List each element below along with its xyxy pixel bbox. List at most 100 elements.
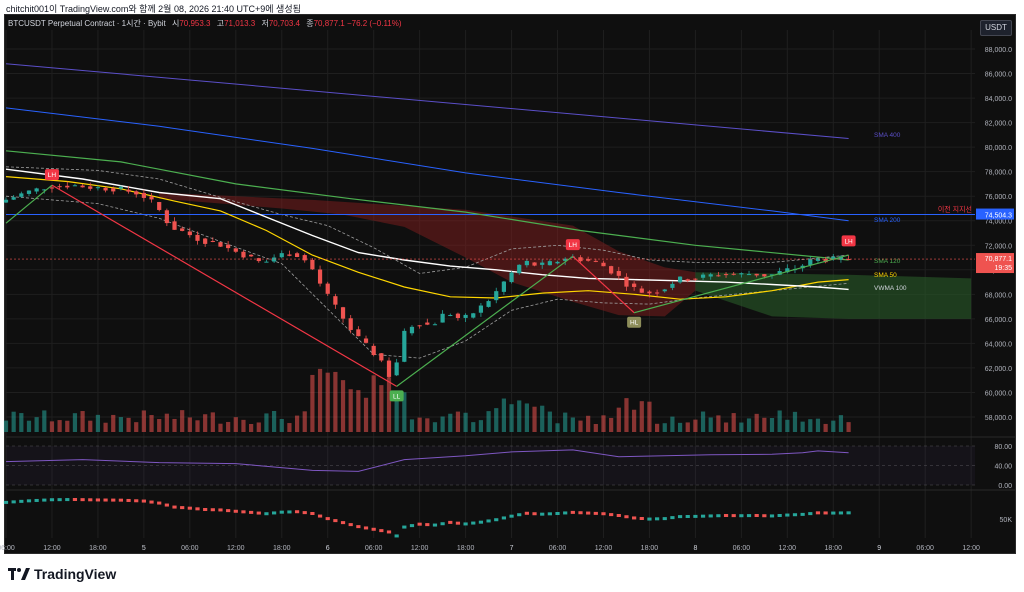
- volume-bar: [256, 422, 261, 432]
- time-tick-label: 5: [142, 545, 146, 552]
- sma-50-line: [5, 176, 849, 300]
- volume-bar: [448, 413, 453, 432]
- volume-bar: [754, 413, 759, 432]
- last-price-timer: 19:35: [994, 265, 1012, 272]
- time-tick-label: 06:00: [181, 545, 199, 552]
- cvd-bar: [218, 508, 223, 512]
- cvd-bar: [34, 498, 39, 502]
- volume-bar: [785, 419, 790, 432]
- cvd-bar: [586, 511, 591, 515]
- volume-bar: [203, 414, 208, 432]
- symbol-header: BTCUSDT Perpetual Contract · 1시간 · Bybit…: [8, 18, 402, 29]
- volume-bar: [685, 422, 690, 432]
- time-tick-label: 06:00: [0, 545, 15, 552]
- cvd-bar: [126, 498, 131, 502]
- currency-button[interactable]: USDT: [980, 20, 1012, 36]
- cvd-bar: [563, 511, 568, 515]
- resistance-price-label: 74,504.3: [985, 213, 1012, 220]
- cvd-bar: [777, 514, 782, 517]
- volume-bar: [118, 417, 123, 432]
- candle-body: [164, 210, 169, 224]
- price-tick-label: 82,000.0: [985, 121, 1012, 128]
- cvd-bar: [325, 517, 330, 521]
- cvd-bar: [540, 512, 545, 516]
- price-tick-label: 86,000.0: [985, 72, 1012, 79]
- volume-bar: [532, 406, 537, 432]
- cvd-bar: [394, 534, 399, 538]
- candle-body: [356, 329, 361, 337]
- candle-body: [540, 262, 545, 265]
- volume-bar: [126, 417, 131, 432]
- time-tick-label: 06:00: [549, 545, 567, 552]
- time-tick-label: 12:00: [43, 545, 61, 552]
- symbol-name[interactable]: BTCUSDT Perpetual Contract · 1시간 · Bybit: [8, 19, 166, 28]
- pivot-label: LH: [569, 242, 578, 249]
- indicator-label: SMA 120: [874, 258, 901, 265]
- candle-body: [432, 324, 438, 326]
- candle-body: [386, 360, 392, 377]
- candle-body: [624, 276, 629, 287]
- volume-bar: [632, 409, 637, 432]
- cvd-bar: [103, 498, 108, 502]
- price-tick-label: 72,000.0: [985, 243, 1012, 250]
- indicator-label: SMA 200: [874, 217, 901, 224]
- volume-bar: [333, 371, 338, 432]
- cvd-bar: [846, 511, 851, 515]
- cvd-bar: [639, 517, 644, 520]
- cvd-bar: [386, 530, 392, 534]
- volume-bar: [846, 422, 851, 432]
- cvd-bar: [685, 515, 690, 518]
- time-tick-label: 06:00: [916, 545, 934, 552]
- volume-bar: [348, 389, 353, 432]
- time-tick-label: 12:00: [595, 545, 613, 552]
- rsi-level-label: 40.00: [994, 464, 1012, 471]
- candle-body: [195, 234, 200, 241]
- change-value: −76.2 (−0.11%): [346, 19, 402, 28]
- high-value: 71,013.3: [224, 19, 256, 28]
- candle-body: [723, 274, 729, 276]
- volume-bar: [272, 410, 277, 432]
- candle-body: [264, 261, 269, 263]
- cvd-bar: [226, 509, 231, 513]
- volume-bar: [647, 401, 652, 432]
- price-tick-label: 74,000.0: [985, 219, 1012, 226]
- candle-body: [3, 199, 9, 203]
- bearish-cloud: [159, 192, 696, 317]
- volume-bar: [792, 411, 798, 432]
- candle-body: [118, 186, 123, 189]
- cvd-bar: [356, 525, 361, 529]
- candle-body: [11, 197, 16, 200]
- cvd-bar: [448, 520, 453, 524]
- candle-body: [26, 190, 32, 194]
- candle-body: [379, 353, 384, 361]
- candle-body: [241, 251, 246, 258]
- candle-body: [808, 259, 813, 266]
- volume-bar: [72, 413, 78, 432]
- cvd-bar: [739, 514, 744, 518]
- volume-bar: [662, 423, 667, 432]
- trendline: [396, 255, 574, 387]
- candle-body: [19, 193, 24, 197]
- volume-bar: [95, 414, 101, 432]
- cvd-bar: [65, 498, 70, 502]
- pivot-badge: [627, 316, 642, 328]
- candle-body: [731, 273, 736, 275]
- candle-body: [440, 313, 445, 323]
- volume-bar: [670, 416, 675, 432]
- volume-bar: [425, 418, 430, 432]
- candle-body: [616, 271, 621, 276]
- volume-bar: [808, 419, 813, 432]
- cvd-bar: [134, 499, 139, 503]
- cvd-bar: [310, 512, 315, 515]
- volume-bar: [739, 422, 744, 432]
- time-tick-label: 18:00: [825, 545, 843, 552]
- cvd-bar: [26, 499, 32, 503]
- cvd-bar: [708, 514, 713, 518]
- candle-body: [777, 271, 782, 275]
- candle-body: [409, 326, 415, 334]
- cvd-bar: [785, 513, 790, 517]
- tradingview-logo[interactable]: TradingView: [8, 566, 116, 582]
- cvd-bar: [624, 515, 629, 519]
- time-tick-label: 06:00: [365, 545, 383, 552]
